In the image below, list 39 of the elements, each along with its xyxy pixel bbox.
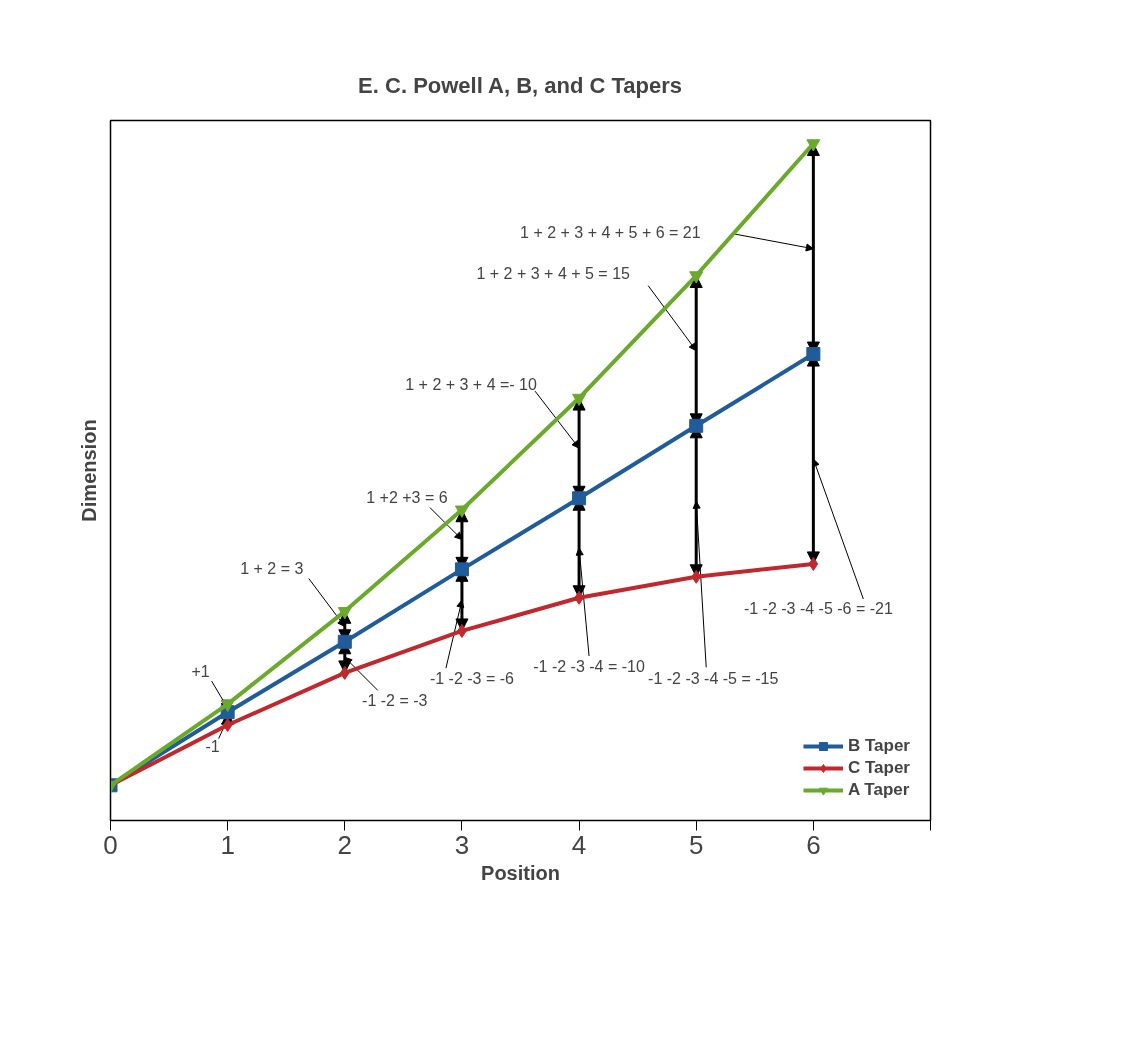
point	[572, 393, 587, 407]
annotation: 1 +2 +3 = 6	[366, 489, 448, 507]
annotation: 1 + 2 = 3	[240, 560, 304, 578]
legend-label: B Taper	[847, 736, 910, 756]
point	[806, 347, 821, 362]
legend-label: A Taper	[847, 780, 910, 800]
point	[337, 634, 352, 649]
annotation: 1 + 2 + 3 + 4 + 5 = 15	[476, 265, 631, 283]
legend-label: C Taper	[847, 758, 910, 778]
annotation: -1 -2 = -3	[362, 691, 428, 709]
point	[337, 607, 352, 620]
chart-title: E. C. Powell A, B, and C Tapers	[358, 73, 683, 98]
annotation: -1 -2 -3 -4 = -10	[533, 657, 645, 675]
x-tick-label: 1	[220, 829, 235, 860]
x-tick-label: 6	[806, 829, 821, 860]
y-axis-title: Dimension	[77, 419, 100, 522]
annotation: -1 -2 -3 = -6	[429, 669, 515, 687]
x-tick-label: 5	[688, 829, 704, 860]
annotation: +1	[191, 663, 210, 681]
x-tick-label: 3	[454, 829, 470, 860]
annotation: 1 + 2 + 3 + 4 + 5 + 6 = 21	[520, 224, 701, 242]
annotation: -1 -2 -3 -4 -5 -6 = -21	[743, 600, 893, 618]
x-axis-title: Position	[481, 861, 560, 884]
point	[689, 418, 704, 433]
point	[572, 491, 587, 506]
annotation: -1 -2 -3 -4 -5 = -15	[648, 669, 779, 687]
x-tick-label: 2	[337, 829, 353, 860]
point	[222, 718, 233, 733]
point	[808, 556, 819, 571]
point	[689, 271, 704, 284]
point	[806, 139, 821, 152]
point	[454, 562, 469, 577]
point	[339, 665, 350, 680]
annotation: -1	[205, 737, 220, 755]
point	[691, 569, 702, 584]
annotation: 1 + 2 + 3 + 4 =- 10	[405, 375, 537, 393]
x-tick-label: 4	[571, 829, 587, 860]
x-tick-label: 0	[103, 829, 118, 860]
point	[454, 505, 469, 518]
